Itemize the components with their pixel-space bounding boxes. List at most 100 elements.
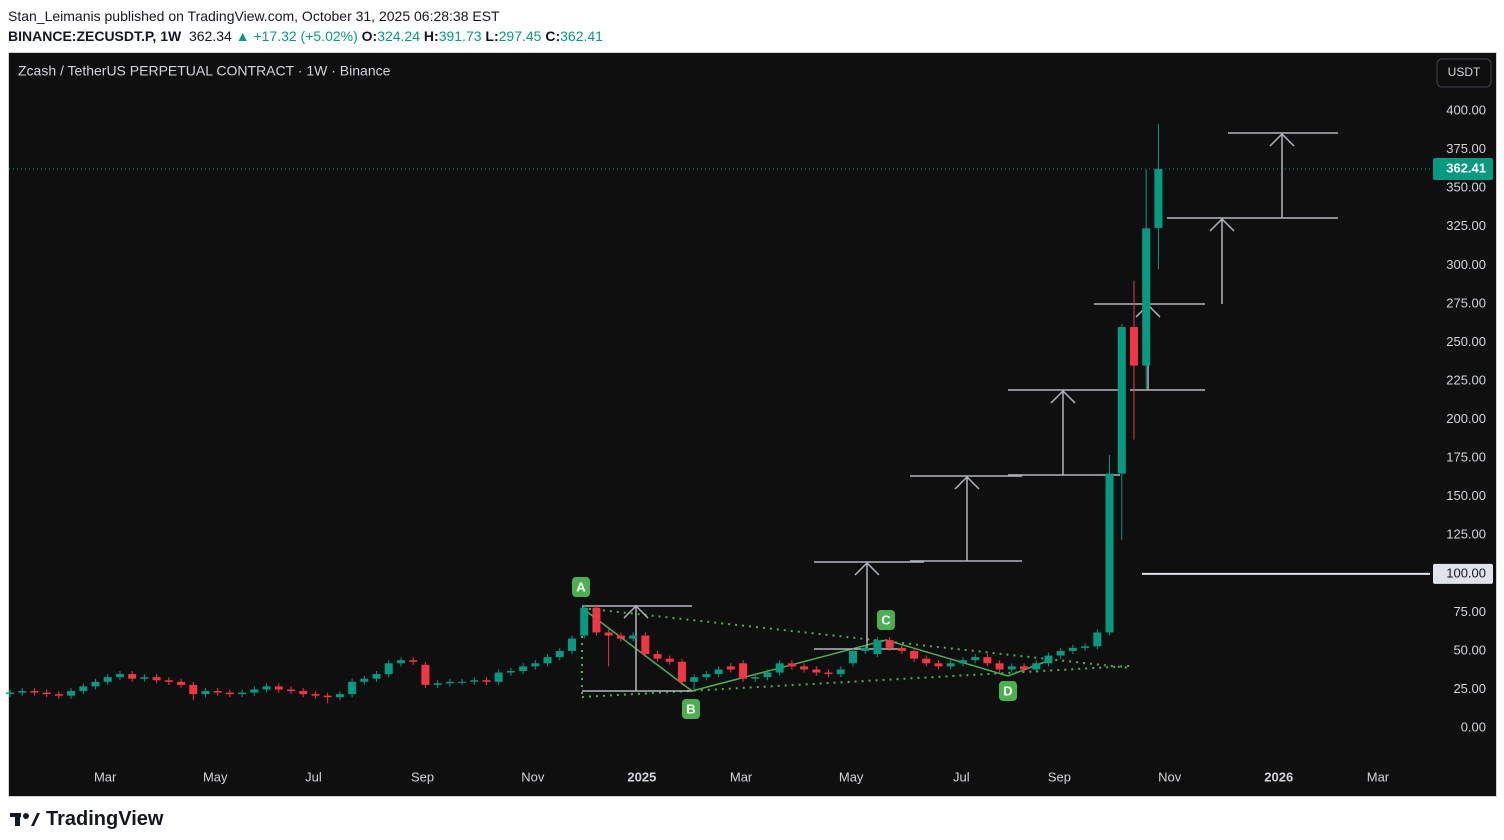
candle-body <box>103 677 112 682</box>
candle-body <box>641 635 650 655</box>
currency-label[interactable]: USDT <box>1448 65 1481 79</box>
candle-body <box>6 692 15 695</box>
o-value: 324.24 <box>377 28 421 44</box>
annotation-label: A <box>576 579 586 594</box>
y-tick-label: 0.00 <box>1461 720 1486 735</box>
logo-icon <box>10 813 40 826</box>
x-tick-label: 2026 <box>1264 769 1293 784</box>
candle-body <box>396 660 405 664</box>
candle-body <box>812 669 821 673</box>
candle-body <box>629 635 638 639</box>
candle-body <box>91 681 100 687</box>
candle-body <box>409 660 418 662</box>
candle-body <box>1105 473 1114 633</box>
candle-body <box>189 684 198 695</box>
y-tick-label: 125.00 <box>1446 527 1486 542</box>
candle-body <box>164 680 173 682</box>
x-tick-label: Jul <box>953 769 970 784</box>
candle-body <box>543 657 552 664</box>
candle-body <box>1093 632 1102 647</box>
candle-body <box>421 664 430 685</box>
price: 362.34 <box>188 28 232 44</box>
candle-body <box>848 650 857 664</box>
h-label: H: <box>423 28 439 44</box>
annotation-badge <box>877 610 895 630</box>
candle-body <box>653 654 662 659</box>
y-tick-label: 250.00 <box>1446 334 1486 349</box>
candle-body <box>335 694 344 698</box>
candle-body <box>128 674 137 679</box>
grid <box>9 168 1430 170</box>
candle-body <box>286 689 295 692</box>
abcd-line <box>581 607 1051 692</box>
candle-body <box>482 680 491 682</box>
y-tick-label: 375.00 <box>1446 141 1486 156</box>
candle-body <box>971 657 980 661</box>
candle-body <box>1081 646 1090 648</box>
candle-body <box>739 663 748 679</box>
candle-body <box>873 640 882 655</box>
candle-body <box>604 632 613 636</box>
axes: 0.00 25.00 50.00 75.00 100.00 125.00 150.00 175… <box>94 103 1493 784</box>
candle-body <box>690 677 699 682</box>
candle-body <box>763 672 772 678</box>
y-tick-label: 25.00 <box>1453 681 1486 696</box>
candle-body <box>323 695 332 698</box>
c-label: C: <box>545 28 561 44</box>
candle-body <box>372 674 381 679</box>
candle-body <box>714 669 723 675</box>
candle-body <box>470 680 479 682</box>
y-tick-label: 300.00 <box>1446 257 1486 272</box>
candle-body <box>958 660 967 664</box>
y-tick-label: 400.00 <box>1446 103 1486 118</box>
x-tick-label: Mar <box>94 769 117 784</box>
candle-body <box>665 658 674 662</box>
candle-body <box>983 657 992 664</box>
candle-body <box>238 692 247 695</box>
candle-body <box>1056 650 1065 656</box>
x-tick-label: Sep <box>411 769 434 784</box>
currency-button[interactable] <box>1436 58 1492 88</box>
candle-body <box>922 658 931 664</box>
candle-body <box>1007 666 1016 670</box>
y-tick-label: 225.00 <box>1446 372 1486 387</box>
candle-body <box>1117 327 1126 474</box>
candle-body <box>262 686 271 690</box>
last-price-label: 362.41 <box>1446 160 1486 175</box>
candle-body <box>115 674 124 678</box>
y-tick-label: 275.00 <box>1446 295 1486 310</box>
candle-body <box>30 691 39 693</box>
candle-body <box>445 681 454 684</box>
candle-body <box>946 663 955 667</box>
y-tick-label: 50.00 <box>1453 642 1486 657</box>
y-tick-label: 200.00 <box>1446 411 1486 426</box>
candle-body <box>311 694 320 696</box>
y-tick-label: 75.00 <box>1453 604 1486 619</box>
candle-body <box>18 691 27 693</box>
candle-body <box>177 681 186 685</box>
candle-body <box>79 686 88 692</box>
symbol-line: BINANCE:ZECUSDT.P, 1W 362.34 ▲ +17.32 (+… <box>8 26 603 46</box>
candle-body <box>433 683 442 685</box>
last-price-tag <box>1433 158 1493 181</box>
candle-body <box>824 672 833 675</box>
y-tick-label: 175.00 <box>1446 450 1486 465</box>
annotation-badge <box>572 577 590 597</box>
candle-body <box>531 663 540 667</box>
candle-body <box>1154 169 1163 228</box>
candle-body <box>751 677 760 679</box>
y-tick-label: 150.00 <box>1446 488 1486 503</box>
candle-body <box>995 663 1004 670</box>
symbol: BINANCE:ZECUSDT.P, 1W <box>8 28 182 44</box>
x-tick-label: Jul <box>305 769 322 784</box>
brand: TradingView <box>46 807 164 830</box>
candle-body <box>1020 666 1029 670</box>
x-tick-label: May <box>839 769 864 784</box>
candle-body <box>897 647 906 651</box>
candle-body <box>213 691 222 693</box>
candle-body <box>1068 647 1077 651</box>
y-tick-label: 325.00 <box>1446 218 1486 233</box>
h-value: 391.73 <box>438 28 482 44</box>
